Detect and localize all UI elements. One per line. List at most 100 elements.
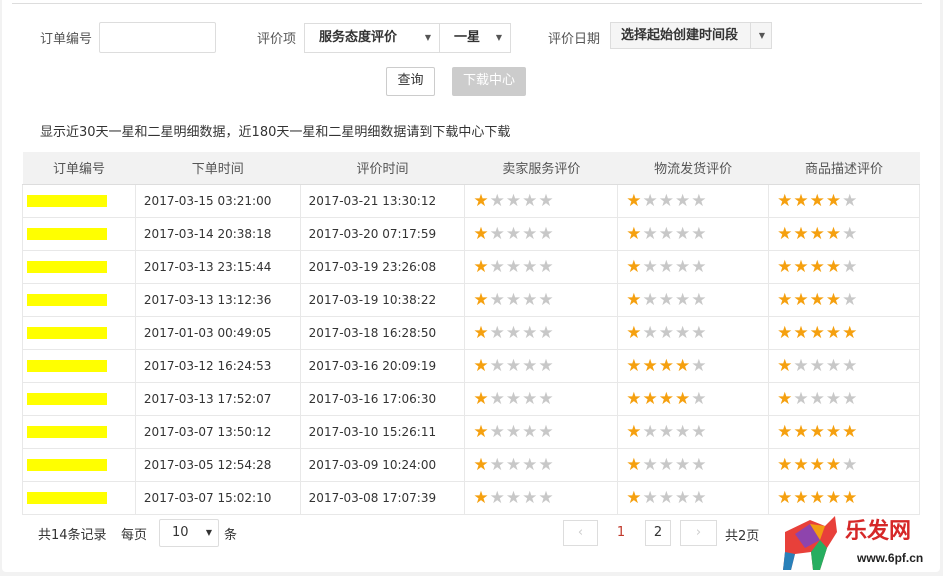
- total-records: 共14条记录: [38, 528, 107, 543]
- star-icon: ★: [793, 388, 810, 409]
- star-icon: ★: [489, 289, 506, 310]
- star-icon: ★: [489, 223, 506, 244]
- star-icon: ★: [691, 322, 708, 343]
- per-page-unit: 条: [224, 528, 238, 543]
- logistics-rating-cell: ★★★★★: [617, 447, 770, 482]
- star-icon: ★: [626, 355, 643, 376]
- star-icon: ★: [538, 388, 555, 409]
- star-icon: ★: [809, 355, 826, 376]
- column-header: 订单编号: [22, 152, 136, 185]
- star-icon: ★: [473, 421, 490, 442]
- seller-rating-cell: ★★★★★: [464, 447, 619, 482]
- star-icon: ★: [522, 487, 539, 508]
- star-icon: ★: [793, 289, 810, 310]
- star-icon: ★: [842, 289, 859, 310]
- column-header: 物流发货评价: [617, 152, 769, 185]
- table-row: 2017-03-13 13:12:36 2017-03-19 10:38:22 ★★…: [22, 282, 920, 317]
- star-icon: ★: [538, 487, 555, 508]
- star-icon: ★: [538, 322, 555, 343]
- rated-time-cell: 2017-03-16 17:06:30: [299, 381, 466, 416]
- order-number-cell: [22, 183, 136, 218]
- star-icon: ★: [489, 256, 506, 277]
- star-icon: ★: [825, 487, 843, 508]
- star-icon: ★: [675, 289, 692, 310]
- star-icon: ★: [793, 454, 810, 475]
- star-icon: ★: [642, 454, 659, 475]
- redacted-order-number: [27, 228, 107, 240]
- query-button[interactable]: 查询: [386, 67, 435, 96]
- star-icon: ★: [809, 190, 826, 211]
- rated-time-cell: 2017-03-19 23:26:08: [299, 249, 466, 284]
- star-icon: ★: [793, 256, 810, 277]
- star-icon: ★: [691, 487, 708, 508]
- star-icon: ★: [505, 322, 523, 343]
- star-icon: ★: [489, 190, 506, 211]
- star-icon: ★: [642, 190, 659, 211]
- item-select-value: 服务态度评价: [319, 30, 398, 45]
- seller-rating-cell: ★★★★★: [464, 480, 619, 515]
- star-icon: ★: [489, 388, 506, 409]
- star-icon: ★: [793, 421, 810, 442]
- seller-rating-cell: ★★★★★: [464, 183, 619, 218]
- star-icon: ★: [522, 355, 539, 376]
- star-icon: ★: [626, 322, 643, 343]
- star-icon: ★: [642, 322, 659, 343]
- per-page-select[interactable]: 10 ▼: [159, 519, 219, 547]
- order-input[interactable]: [99, 22, 216, 53]
- star-icon: ★: [626, 388, 643, 409]
- star-icon: ★: [522, 421, 539, 442]
- logistics-rating-cell: ★★★★★: [617, 183, 770, 218]
- placed-time-cell: 2017-03-12 16:24:53: [134, 348, 301, 383]
- download-center-button[interactable]: 下载中心: [452, 67, 526, 96]
- table-row: 2017-01-03 00:49:05 2017-03-18 16:28:50 ★★…: [22, 315, 920, 350]
- order-number-cell: [22, 282, 136, 317]
- star-icon: ★: [793, 487, 810, 508]
- star-icon: ★: [777, 322, 794, 343]
- star-icon: ★: [522, 289, 539, 310]
- star-select[interactable]: 一星 ▼: [439, 23, 511, 53]
- page-1[interactable]: 1: [606, 520, 636, 546]
- svg-text:乐发网: 乐发网: [845, 518, 911, 543]
- star-icon: ★: [825, 256, 843, 277]
- logistics-rating-cell: ★★★★★: [617, 249, 770, 284]
- star-icon: ★: [642, 355, 659, 376]
- star-icon: ★: [522, 388, 539, 409]
- star-icon: ★: [842, 454, 859, 475]
- star-icon: ★: [473, 223, 490, 244]
- star-icon: ★: [522, 454, 539, 475]
- star-icon: ★: [825, 190, 843, 211]
- star-icon: ★: [505, 223, 523, 244]
- star-icon: ★: [642, 388, 659, 409]
- rated-time-cell: 2017-03-21 13:30:12: [299, 183, 466, 218]
- star-icon: ★: [825, 355, 843, 376]
- table-row: 2017-03-13 23:15:44 2017-03-19 23:26:08 ★★…: [22, 249, 920, 284]
- star-icon: ★: [809, 421, 826, 442]
- prev-page-button[interactable]: ‹: [563, 520, 598, 546]
- per-page-label: 每页: [121, 528, 148, 543]
- rated-time-cell: 2017-03-18 16:28:50: [299, 315, 466, 350]
- star-icon: ★: [777, 388, 794, 409]
- placed-time-cell: 2017-03-13 23:15:44: [134, 249, 301, 284]
- product-rating-cell: ★★★★★: [768, 381, 920, 416]
- star-icon: ★: [626, 256, 643, 277]
- order-number-cell: [22, 447, 136, 482]
- column-header: 下单时间: [135, 152, 301, 185]
- star-icon: ★: [842, 487, 859, 508]
- page-2[interactable]: 2: [645, 520, 671, 546]
- logistics-rating-cell: ★★★★★: [617, 216, 770, 251]
- date-select[interactable]: 选择起始创建时间段 ▼: [610, 22, 772, 49]
- product-rating-cell: ★★★★★: [768, 216, 920, 251]
- next-page-button[interactable]: ›: [680, 520, 717, 546]
- star-icon: ★: [691, 223, 708, 244]
- star-icon: ★: [825, 289, 843, 310]
- placed-time-cell: 2017-03-13 17:52:07: [134, 381, 301, 416]
- star-icon: ★: [538, 355, 555, 376]
- redacted-order-number: [27, 492, 107, 504]
- star-icon: ★: [675, 487, 692, 508]
- date-select-value: 选择起始创建时间段: [621, 28, 739, 43]
- item-select[interactable]: 服务态度评价 ▼: [304, 23, 440, 53]
- star-icon: ★: [489, 454, 506, 475]
- rated-time-cell: 2017-03-08 17:07:39: [299, 480, 466, 515]
- ratings-table: 订单编号 下单时间 评价时间 卖家服务评价 物流发货评价 商品描述评价 2017-03-1…: [22, 152, 920, 515]
- star-icon: ★: [793, 322, 810, 343]
